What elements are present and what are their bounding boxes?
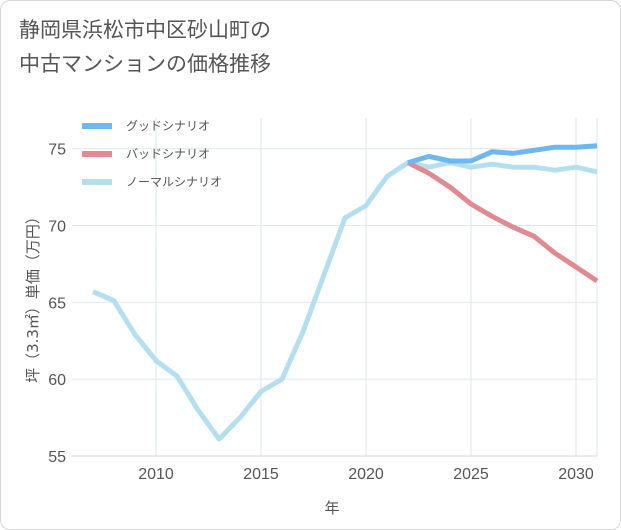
chart-title-line-1: 静岡県浜松市中区砂山町の	[19, 18, 271, 42]
legend-label-1: バッドシナリオ	[126, 147, 210, 161]
series-line-0	[407, 143, 598, 165]
x-tick-label: 2010	[138, 466, 174, 483]
tick-labels: 55 60 65 70 75 2010 2015 2020 2025 2030	[48, 142, 594, 483]
x-tick-label: 2030	[558, 466, 594, 483]
chart-title: 静岡県浜松市中区砂山町の 中古マンションの価格推移	[19, 13, 271, 81]
series-line-1	[406, 160, 599, 283]
x-tick-label: 2015	[243, 466, 279, 483]
chart-title-line-2: 中古マンションの価格推移	[19, 52, 271, 76]
x-tick-label: 2020	[348, 466, 384, 483]
legend-label-2: ノーマルシナリオ	[126, 175, 222, 189]
legend-label-0: グッドシナリオ	[126, 119, 210, 133]
series-line-2	[91, 160, 598, 442]
y-tick-label: 70	[48, 219, 66, 236]
y-axis-label: 坪（3.3㎡）単価（万円）	[24, 209, 42, 383]
x-tick-label: 2025	[453, 466, 489, 483]
y-tick-label: 60	[48, 372, 66, 389]
y-tick-label: 75	[48, 142, 66, 159]
series-layer	[91, 143, 599, 442]
x-axis-label: 年	[324, 499, 339, 517]
y-tick-label: 55	[48, 449, 66, 466]
y-tick-label: 65	[48, 295, 66, 312]
grid-lines	[72, 118, 598, 457]
